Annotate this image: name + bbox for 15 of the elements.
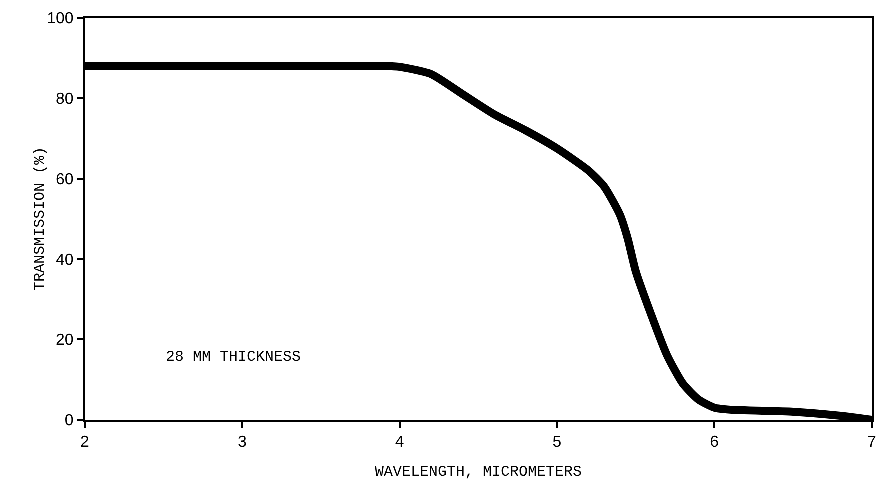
x-tick-label: 3 — [238, 434, 247, 452]
x-tick-label: 2 — [80, 434, 90, 452]
y-axis-title: TRANSMISSION (%) — [32, 146, 49, 292]
x-tick-label: 6 — [710, 434, 720, 452]
y-tick-label: 40 — [56, 252, 74, 269]
x-tick-label: 4 — [395, 434, 404, 452]
x-tick-label: 7 — [868, 434, 877, 452]
x-tick-label: 5 — [552, 434, 562, 452]
y-tick-label: 100 — [47, 10, 74, 28]
x-axis-title: WAVELENGTH, MICROMETERS — [374, 464, 582, 481]
y-tick-label: 80 — [56, 91, 74, 108]
y-tick-label: 60 — [56, 171, 74, 188]
annotation: 28 MM THICKNESS — [166, 349, 302, 366]
y-tick-label: 20 — [56, 332, 74, 350]
y-tick-label: 0 — [64, 412, 74, 430]
